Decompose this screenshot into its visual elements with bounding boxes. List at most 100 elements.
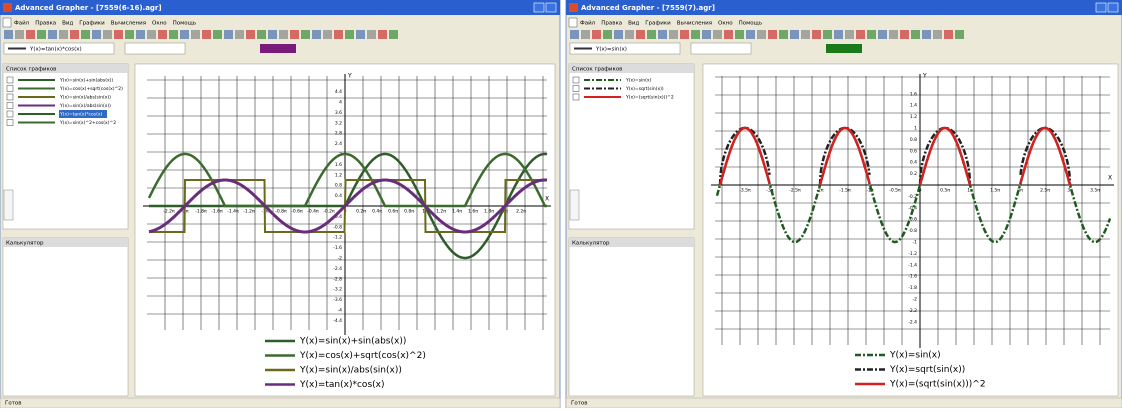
- graph-checkbox[interactable]: [7, 94, 13, 100]
- toolbar-button[interactable]: [15, 30, 24, 39]
- toolbar-button[interactable]: [713, 30, 722, 39]
- graph-checkbox[interactable]: [573, 94, 579, 100]
- menu-item[interactable]: Помощь: [739, 21, 762, 27]
- toolbar-button[interactable]: [911, 30, 920, 39]
- toolbar-button[interactable]: [37, 30, 46, 39]
- toolbar-button[interactable]: [246, 30, 255, 39]
- toolbar-button[interactable]: [922, 30, 931, 39]
- graph-list-item[interactable]: Y(x)=sin(x)/abs(sin(x)): [59, 103, 111, 109]
- color-box[interactable]: [826, 44, 862, 53]
- menu-item[interactable]: Файл: [14, 20, 30, 27]
- toolbar-button[interactable]: [312, 30, 321, 39]
- line-style-box[interactable]: [125, 43, 185, 54]
- menu-item[interactable]: Вычисления: [677, 21, 712, 27]
- toolbar-button[interactable]: [257, 30, 266, 39]
- toolbar-button[interactable]: [812, 30, 821, 39]
- menu-item[interactable]: Вид: [628, 21, 639, 27]
- toolbar-button[interactable]: [900, 30, 909, 39]
- toolbar-button[interactable]: [4, 30, 13, 39]
- toolbar-button[interactable]: [378, 30, 387, 39]
- toolbar-button[interactable]: [625, 30, 634, 39]
- toolbar-button[interactable]: [213, 30, 222, 39]
- menu-item[interactable]: Помощь: [173, 21, 196, 27]
- toolbar-button[interactable]: [114, 30, 123, 39]
- graph-list-item[interactable]: Y(x)=sin(x)^2+cos(x)^2: [59, 120, 116, 126]
- toolbar-button[interactable]: [746, 30, 755, 39]
- menu-item[interactable]: Вычисления: [111, 21, 146, 27]
- toolbar-button[interactable]: [603, 30, 612, 39]
- toolbar-button[interactable]: [614, 30, 623, 39]
- toolbar-button[interactable]: [867, 30, 876, 39]
- menu-item[interactable]: Окно: [152, 21, 167, 27]
- toolbar-button[interactable]: [856, 30, 865, 39]
- toolbar-button[interactable]: [103, 30, 112, 39]
- graph-list-item[interactable]: Y(x)=(sqrt(sin(x)))^2: [625, 95, 674, 101]
- toolbar-button[interactable]: [26, 30, 35, 39]
- toolbar-button[interactable]: [834, 30, 843, 39]
- toolbar-button[interactable]: [147, 30, 156, 39]
- toolbar-button[interactable]: [636, 30, 645, 39]
- maximize-button[interactable]: [1108, 3, 1118, 12]
- toolbar-button[interactable]: [702, 30, 711, 39]
- graph-checkbox[interactable]: [7, 86, 13, 92]
- toolbar-button[interactable]: [323, 30, 332, 39]
- maximize-button[interactable]: [546, 3, 556, 12]
- toolbar-button[interactable]: [647, 30, 656, 39]
- toolbar-button[interactable]: [389, 30, 398, 39]
- graph-list-item[interactable]: Y(x)=sin(x)/abs(sin(x)): [59, 95, 111, 101]
- toolbar-button[interactable]: [581, 30, 590, 39]
- toolbar-button[interactable]: [845, 30, 854, 39]
- toolbar-button[interactable]: [125, 30, 134, 39]
- toolbar-button[interactable]: [823, 30, 832, 39]
- panel-toggle[interactable]: [570, 190, 579, 220]
- toolbar-button[interactable]: [279, 30, 288, 39]
- toolbar-button[interactable]: [680, 30, 689, 39]
- graph-list-item[interactable]: Y(x)=tan(x)*cos(x): [59, 112, 102, 118]
- menu-item[interactable]: Правка: [35, 21, 56, 27]
- minimize-button[interactable]: [1096, 3, 1106, 12]
- toolbar-button[interactable]: [768, 30, 777, 39]
- toolbar-button[interactable]: [268, 30, 277, 39]
- toolbar-button[interactable]: [235, 30, 244, 39]
- toolbar-button[interactable]: [202, 30, 211, 39]
- toolbar-button[interactable]: [367, 30, 376, 39]
- toolbar-button[interactable]: [70, 30, 79, 39]
- toolbar-button[interactable]: [944, 30, 953, 39]
- toolbar-button[interactable]: [356, 30, 365, 39]
- menu-item[interactable]: Графики: [79, 21, 105, 27]
- toolbar-button[interactable]: [658, 30, 667, 39]
- line-style-box[interactable]: [691, 43, 751, 54]
- toolbar-button[interactable]: [691, 30, 700, 39]
- toolbar-button[interactable]: [92, 30, 101, 39]
- toolbar-button[interactable]: [301, 30, 310, 39]
- toolbar-button[interactable]: [592, 30, 601, 39]
- toolbar-button[interactable]: [933, 30, 942, 39]
- toolbar-button[interactable]: [757, 30, 766, 39]
- toolbar-button[interactable]: [136, 30, 145, 39]
- panel-toggle[interactable]: [4, 190, 13, 220]
- graph-list-item[interactable]: Y(x)=sqrt(sin(x)): [625, 86, 664, 92]
- menu-item[interactable]: Графики: [645, 21, 671, 27]
- graph-checkbox[interactable]: [7, 120, 13, 126]
- toolbar-button[interactable]: [290, 30, 299, 39]
- toolbar-button[interactable]: [669, 30, 678, 39]
- toolbar-button[interactable]: [59, 30, 68, 39]
- toolbar-button[interactable]: [334, 30, 343, 39]
- toolbar-button[interactable]: [955, 30, 964, 39]
- menu-item[interactable]: Окно: [718, 21, 733, 27]
- toolbar-button[interactable]: [878, 30, 887, 39]
- toolbar-button[interactable]: [169, 30, 178, 39]
- graph-list-item[interactable]: Y(x)=sin(x): [625, 78, 652, 84]
- toolbar-button[interactable]: [735, 30, 744, 39]
- toolbar-button[interactable]: [224, 30, 233, 39]
- toolbar-button[interactable]: [790, 30, 799, 39]
- toolbar-button[interactable]: [191, 30, 200, 39]
- graph-checkbox[interactable]: [7, 111, 13, 117]
- graph-checkbox[interactable]: [573, 86, 579, 92]
- toolbar-button[interactable]: [801, 30, 810, 39]
- graph-list-item[interactable]: Y(x)=sin(x)+sin(abs(x)): [59, 78, 113, 84]
- toolbar-button[interactable]: [779, 30, 788, 39]
- toolbar-button[interactable]: [724, 30, 733, 39]
- graph-list-item[interactable]: Y(x)=cos(x)+sqrt(cos(x)^2): [59, 86, 123, 92]
- graph-checkbox[interactable]: [7, 103, 13, 109]
